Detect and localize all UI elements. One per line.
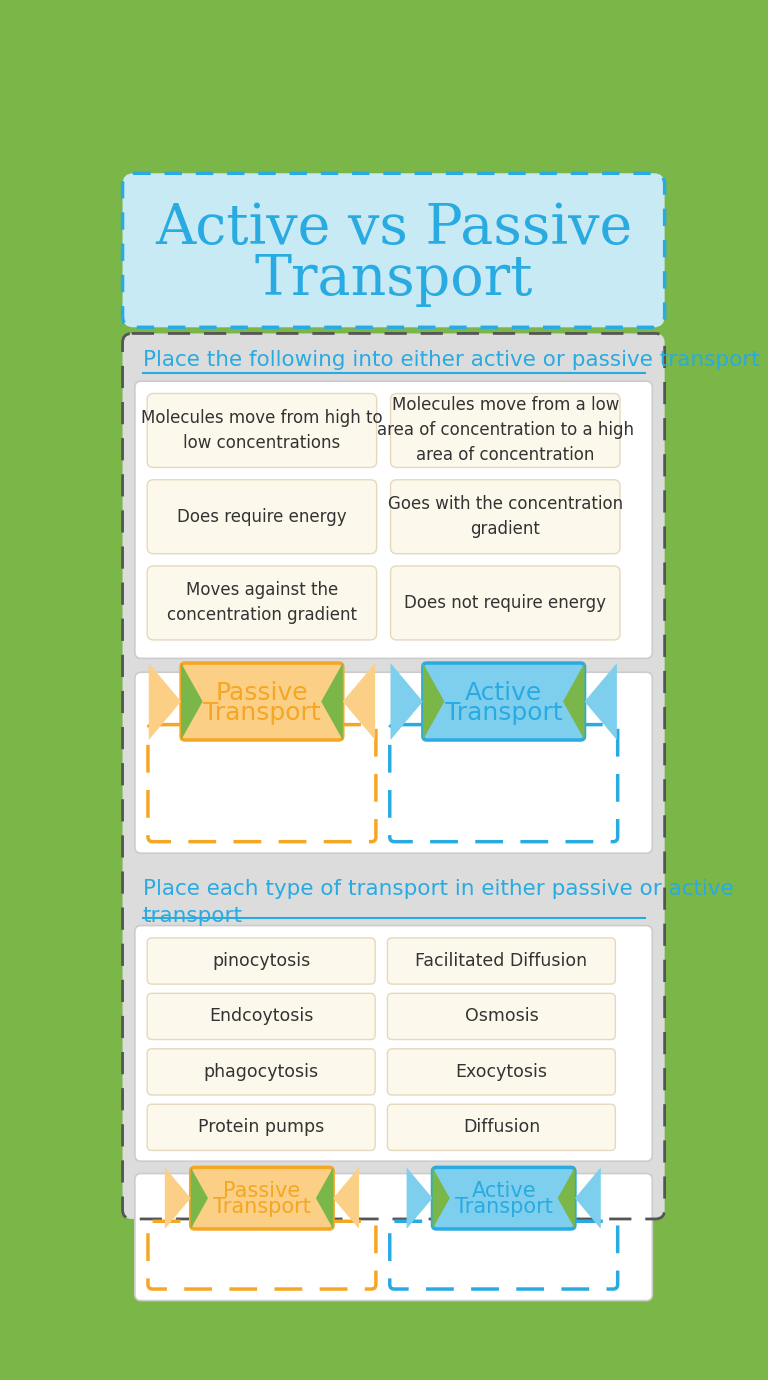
Polygon shape [343,662,375,740]
FancyBboxPatch shape [147,566,376,640]
Text: Transport: Transport [254,253,533,306]
FancyBboxPatch shape [135,926,652,1161]
Polygon shape [575,1167,601,1230]
FancyBboxPatch shape [432,1167,575,1230]
Text: Transport: Transport [445,701,562,724]
Polygon shape [432,1167,450,1230]
Text: Endcoytosis: Endcoytosis [209,1007,313,1025]
Text: Transport: Transport [203,701,321,724]
Text: Exocytosis: Exocytosis [455,1063,548,1081]
Polygon shape [321,662,343,740]
Text: Active vs Passive: Active vs Passive [155,201,632,257]
FancyBboxPatch shape [123,174,664,327]
Polygon shape [165,1167,190,1230]
FancyBboxPatch shape [423,662,584,740]
Text: Transport: Transport [213,1198,311,1217]
FancyBboxPatch shape [181,662,343,740]
FancyBboxPatch shape [390,566,620,640]
Polygon shape [406,1167,432,1230]
Text: Diffusion: Diffusion [463,1118,540,1136]
Polygon shape [563,662,584,740]
Text: Protein pumps: Protein pumps [198,1118,324,1136]
FancyBboxPatch shape [135,672,652,853]
FancyBboxPatch shape [147,938,375,984]
FancyBboxPatch shape [387,994,615,1039]
Text: Facilitated Diffusion: Facilitated Diffusion [415,952,588,970]
Text: Molecules move from high to
low concentrations: Molecules move from high to low concentr… [141,408,382,453]
FancyBboxPatch shape [147,393,376,468]
Text: pinocytosis: pinocytosis [212,952,310,970]
Polygon shape [316,1167,333,1230]
FancyBboxPatch shape [387,1049,615,1094]
FancyBboxPatch shape [190,1167,333,1230]
FancyBboxPatch shape [387,1104,615,1151]
FancyBboxPatch shape [123,334,664,1219]
Text: Does not require energy: Does not require energy [404,593,606,611]
FancyBboxPatch shape [387,938,615,984]
Text: phagocytosis: phagocytosis [204,1063,319,1081]
Text: Molecules move from a low
area of concentration to a high
area of concentration: Molecules move from a low area of concen… [377,396,634,465]
Text: Active: Active [465,682,542,705]
FancyBboxPatch shape [390,393,620,468]
FancyBboxPatch shape [135,381,652,658]
Text: Passive: Passive [216,682,308,705]
Polygon shape [584,662,617,740]
Text: Osmosis: Osmosis [465,1007,538,1025]
Text: Passive: Passive [223,1181,300,1201]
Polygon shape [190,1167,208,1230]
Text: Place the following into either active or passive transport: Place the following into either active o… [143,349,760,370]
FancyBboxPatch shape [147,480,376,553]
Polygon shape [558,1167,575,1230]
Polygon shape [390,662,423,740]
Text: Transport: Transport [455,1198,553,1217]
Text: Active: Active [472,1181,536,1201]
FancyBboxPatch shape [390,480,620,553]
Text: Place each type of transport in either passive or active
transport: Place each type of transport in either p… [143,879,733,926]
FancyBboxPatch shape [147,1104,375,1151]
FancyBboxPatch shape [135,1173,652,1300]
Polygon shape [181,662,203,740]
Polygon shape [423,662,445,740]
FancyBboxPatch shape [147,994,375,1039]
Text: Does require energy: Does require energy [177,508,346,526]
Text: Moves against the
concentration gradient: Moves against the concentration gradient [167,581,357,625]
Polygon shape [333,1167,359,1230]
Polygon shape [149,662,181,740]
Text: Goes with the concentration
gradient: Goes with the concentration gradient [388,495,623,538]
FancyBboxPatch shape [147,1049,375,1094]
